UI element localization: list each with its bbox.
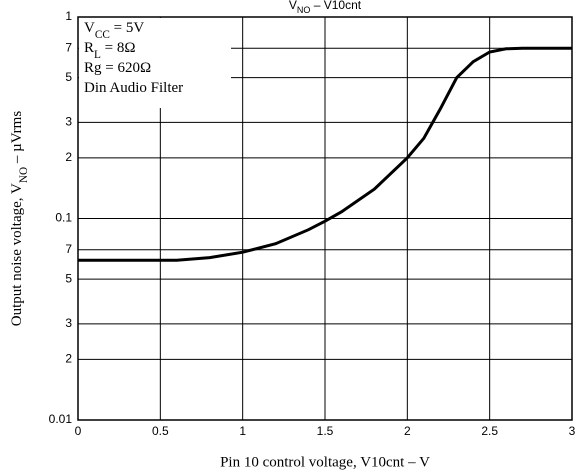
y-axis-label: Output noise voltage, VNO – µVrms [9, 111, 29, 327]
y-axis-label-part: Output noise voltage, V [9, 183, 25, 326]
y-tick-label: 7 [65, 242, 72, 256]
x-tick-label: 0 [75, 424, 82, 438]
line-series [78, 46, 572, 262]
annotation-part: V [84, 20, 95, 36]
chart-title-sub: NO [297, 5, 311, 15]
annotation-box [79, 18, 231, 108]
chart-title: VNO – V10cnt [289, 0, 362, 15]
x-tick-label: 2 [404, 424, 411, 438]
annotation: Din Audio Filter [84, 80, 183, 96]
chart-title-part: – V10cnt [310, 0, 361, 12]
annotation-part: = 5V [110, 20, 144, 36]
y-tick-label: 1 [65, 9, 72, 23]
annotation-sub: CC [95, 29, 110, 41]
plot-frame [77, 16, 573, 421]
x-tick-label: 0.5 [152, 424, 169, 438]
y-axis-label-sub: NO [18, 167, 30, 183]
x-tick-label: 1 [239, 424, 246, 438]
y-tick-label: 5 [65, 271, 72, 285]
y-tick-label: 2 [65, 352, 72, 366]
y-tick-label: 3 [65, 115, 72, 129]
annotation: RL = 8Ω [84, 40, 136, 60]
y-axis-label-part: – µVrms [9, 111, 25, 167]
annotation-part: Rg = 620Ω [84, 60, 151, 76]
annotation: Rg = 620Ω [84, 60, 151, 76]
y-tick-label: 5 [65, 70, 72, 84]
y-tick-label: 7 [65, 40, 72, 54]
annotation-sub: L [94, 49, 101, 61]
annotation-part: R [84, 40, 94, 56]
y-tick-label: 3 [65, 316, 72, 330]
x-tick-label: 1.5 [317, 424, 334, 438]
annotation-part: Din Audio Filter [84, 80, 183, 96]
y-tick-label: 0.1 [55, 211, 72, 225]
annotation-part: = 8Ω [101, 40, 136, 56]
y-tick-label: 2 [65, 150, 72, 164]
x-tick-label: 3 [569, 424, 576, 438]
y-tick-label: 0.01 [49, 412, 73, 426]
x-axis-label: Pin 10 control voltage, V10cnt – V [220, 454, 430, 470]
annotation: VCC = 5V [84, 20, 144, 40]
chart-title-part: V [289, 0, 297, 12]
x-tick-label: 2.5 [481, 424, 498, 438]
